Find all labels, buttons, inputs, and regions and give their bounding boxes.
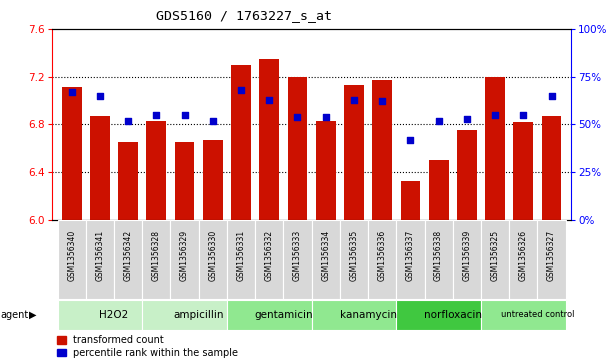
Text: GSM1356332: GSM1356332 <box>265 230 274 281</box>
Text: ▶: ▶ <box>29 310 37 320</box>
Bar <box>481 300 566 330</box>
Bar <box>538 220 566 299</box>
Bar <box>284 220 312 299</box>
Bar <box>453 220 481 299</box>
Text: GSM1356334: GSM1356334 <box>321 230 330 281</box>
Bar <box>62 87 82 220</box>
Text: GSM1356333: GSM1356333 <box>293 230 302 281</box>
Bar <box>312 220 340 299</box>
Point <box>152 112 161 118</box>
Bar <box>457 130 477 220</box>
Bar <box>147 121 166 220</box>
Text: untreated control: untreated control <box>500 310 574 319</box>
Text: GSM1356336: GSM1356336 <box>378 230 387 281</box>
Point <box>377 98 387 104</box>
Text: kanamycin: kanamycin <box>340 310 397 320</box>
Bar <box>170 220 199 299</box>
Bar <box>401 182 420 220</box>
Bar <box>86 220 114 299</box>
Text: GSM1356335: GSM1356335 <box>349 230 359 281</box>
Point <box>293 114 302 119</box>
Text: GSM1356330: GSM1356330 <box>208 230 218 281</box>
Point <box>180 112 189 118</box>
Bar <box>90 116 110 220</box>
Text: GSM1356339: GSM1356339 <box>463 230 471 281</box>
Bar <box>142 300 227 330</box>
Bar <box>57 220 86 299</box>
Bar <box>509 220 538 299</box>
Bar <box>340 220 368 299</box>
Point <box>265 97 274 102</box>
Point <box>123 118 133 123</box>
Text: H2O2: H2O2 <box>100 310 129 320</box>
Bar <box>175 142 194 220</box>
Point <box>349 97 359 102</box>
Text: GSM1356325: GSM1356325 <box>491 230 500 281</box>
Bar <box>312 300 397 330</box>
Bar <box>57 300 142 330</box>
Bar <box>344 85 364 220</box>
Text: GSM1356338: GSM1356338 <box>434 230 443 281</box>
Point <box>434 118 444 123</box>
Text: GSM1356327: GSM1356327 <box>547 230 556 281</box>
Point <box>518 112 528 118</box>
Point <box>208 118 218 123</box>
Text: GSM1356326: GSM1356326 <box>519 230 528 281</box>
Bar <box>142 220 170 299</box>
Bar <box>541 116 562 220</box>
Text: GSM1356342: GSM1356342 <box>123 230 133 281</box>
Text: agent: agent <box>1 310 29 320</box>
Bar <box>368 220 397 299</box>
Text: GSM1356341: GSM1356341 <box>95 230 104 281</box>
Bar <box>513 122 533 220</box>
Bar <box>397 300 481 330</box>
Bar <box>397 220 425 299</box>
Bar <box>231 65 251 220</box>
Bar <box>316 121 335 220</box>
Point <box>95 93 105 99</box>
Legend: transformed count, percentile rank within the sample: transformed count, percentile rank withi… <box>57 335 238 358</box>
Bar <box>203 140 222 220</box>
Text: gentamicin: gentamicin <box>254 310 313 320</box>
Point <box>462 116 472 122</box>
Bar <box>255 220 284 299</box>
Text: GSM1356331: GSM1356331 <box>236 230 246 281</box>
Text: GSM1356329: GSM1356329 <box>180 230 189 281</box>
Text: GSM1356340: GSM1356340 <box>67 230 76 281</box>
Text: GDS5160 / 1763227_s_at: GDS5160 / 1763227_s_at <box>156 9 332 22</box>
Point <box>67 89 76 95</box>
Bar <box>485 77 505 220</box>
Bar <box>429 160 448 220</box>
Bar <box>260 59 279 220</box>
Bar <box>227 300 312 330</box>
Bar <box>119 142 138 220</box>
Bar <box>114 220 142 299</box>
Bar <box>199 220 227 299</box>
Bar <box>425 220 453 299</box>
Bar <box>481 220 509 299</box>
Point <box>236 87 246 93</box>
Bar <box>372 80 392 220</box>
Bar <box>227 220 255 299</box>
Text: norfloxacin: norfloxacin <box>424 310 481 320</box>
Point <box>406 136 415 142</box>
Point <box>321 114 331 119</box>
Text: GSM1356337: GSM1356337 <box>406 230 415 281</box>
Bar <box>288 77 307 220</box>
Text: ampicillin: ampicillin <box>174 310 224 320</box>
Text: GSM1356328: GSM1356328 <box>152 230 161 281</box>
Point <box>547 93 557 99</box>
Point <box>490 112 500 118</box>
